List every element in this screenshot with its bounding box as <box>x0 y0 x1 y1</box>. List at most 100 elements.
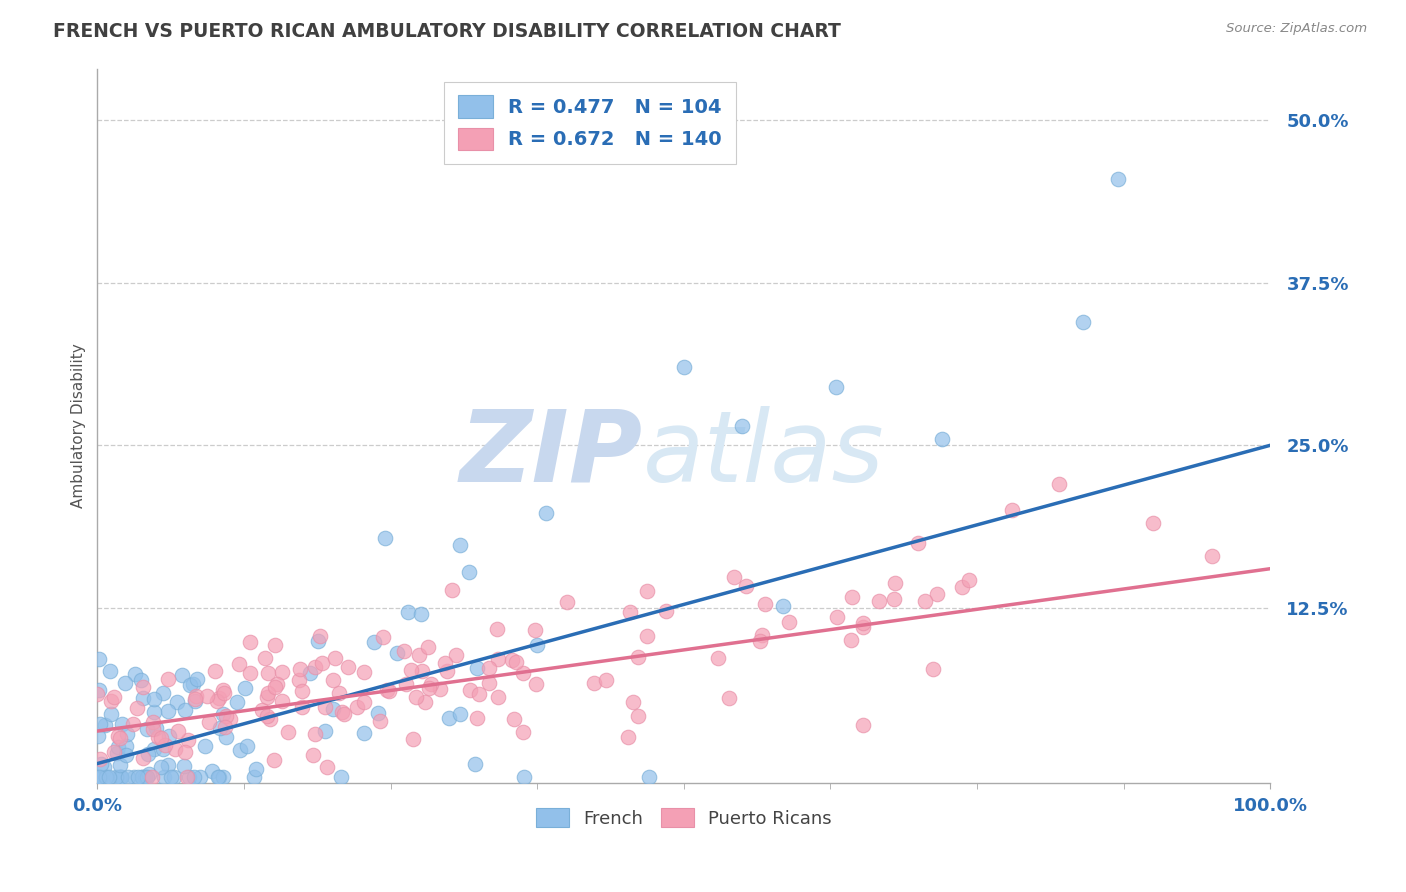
Point <box>212 683 235 698</box>
Point <box>467 687 489 701</box>
Point <box>129 673 152 687</box>
Point <box>1201 549 1223 563</box>
Point <box>166 695 188 709</box>
Point <box>250 703 273 717</box>
Point <box>437 711 460 725</box>
Point <box>156 758 179 772</box>
Point <box>368 714 391 729</box>
Point <box>218 713 240 727</box>
Point <box>86 770 108 784</box>
Point <box>291 699 314 714</box>
Point <box>127 770 149 784</box>
Point <box>256 690 278 704</box>
Point <box>458 683 481 698</box>
Point <box>922 662 945 676</box>
Point <box>1107 172 1129 186</box>
Point <box>429 682 451 697</box>
Point <box>1071 315 1094 329</box>
Point <box>124 667 146 681</box>
Point <box>184 694 207 708</box>
Point <box>749 634 772 648</box>
Point <box>394 644 416 658</box>
Point <box>555 595 578 609</box>
Point <box>288 673 311 688</box>
Point <box>184 691 207 706</box>
Point <box>107 740 129 755</box>
Point <box>307 634 329 648</box>
Point <box>135 770 157 784</box>
Point <box>104 770 127 784</box>
Point <box>110 731 132 745</box>
Point <box>907 535 929 549</box>
Point <box>322 701 344 715</box>
Point <box>132 750 155 764</box>
Text: ZIP: ZIP <box>460 406 643 503</box>
Point <box>117 770 139 784</box>
Point <box>177 732 200 747</box>
Point <box>315 760 337 774</box>
Point <box>115 739 138 754</box>
Point <box>526 639 548 653</box>
Point <box>215 708 238 723</box>
Text: atlas: atlas <box>643 406 884 503</box>
Point <box>143 705 166 719</box>
Point <box>142 723 165 737</box>
Point <box>160 770 183 784</box>
Point <box>302 747 325 762</box>
Point <box>105 746 128 760</box>
Point <box>163 770 186 784</box>
Point <box>114 676 136 690</box>
Point <box>195 690 218 704</box>
Point <box>214 731 236 745</box>
Point <box>155 738 177 752</box>
Point <box>253 650 276 665</box>
Point <box>465 661 488 675</box>
Point <box>190 770 212 784</box>
Point <box>201 764 224 778</box>
Point <box>931 432 953 446</box>
Point <box>825 380 848 394</box>
Point <box>464 756 486 771</box>
Point <box>1001 503 1024 517</box>
Point <box>264 638 287 652</box>
Point <box>197 715 219 730</box>
Point <box>142 714 165 729</box>
Point <box>90 770 112 784</box>
Point <box>309 629 332 643</box>
Point <box>353 695 375 709</box>
Point <box>259 712 281 726</box>
Point <box>256 665 278 680</box>
Point <box>263 753 285 767</box>
Point <box>367 706 389 720</box>
Point <box>405 690 427 705</box>
Point <box>110 770 132 784</box>
Point <box>449 538 471 552</box>
Point <box>86 729 108 743</box>
Point <box>245 762 267 776</box>
Point <box>524 677 547 691</box>
Point <box>1047 477 1070 491</box>
Point <box>395 677 418 691</box>
Point <box>377 684 399 698</box>
Point <box>411 664 433 678</box>
Point <box>636 583 658 598</box>
Point <box>87 770 110 784</box>
Point <box>852 615 875 630</box>
Point <box>616 730 638 744</box>
Point <box>627 709 650 723</box>
Point <box>416 640 439 654</box>
Point <box>415 695 437 709</box>
Point <box>524 623 547 637</box>
Point <box>134 770 156 784</box>
Legend: French, Puerto Ricans: French, Puerto Ricans <box>529 801 839 835</box>
Point <box>534 506 557 520</box>
Point <box>754 597 776 611</box>
Point <box>723 570 745 584</box>
Point <box>87 651 110 665</box>
Point <box>852 718 875 732</box>
Point <box>883 592 905 607</box>
Point <box>419 676 441 690</box>
Point <box>418 681 440 695</box>
Point <box>478 675 501 690</box>
Point <box>207 770 229 784</box>
